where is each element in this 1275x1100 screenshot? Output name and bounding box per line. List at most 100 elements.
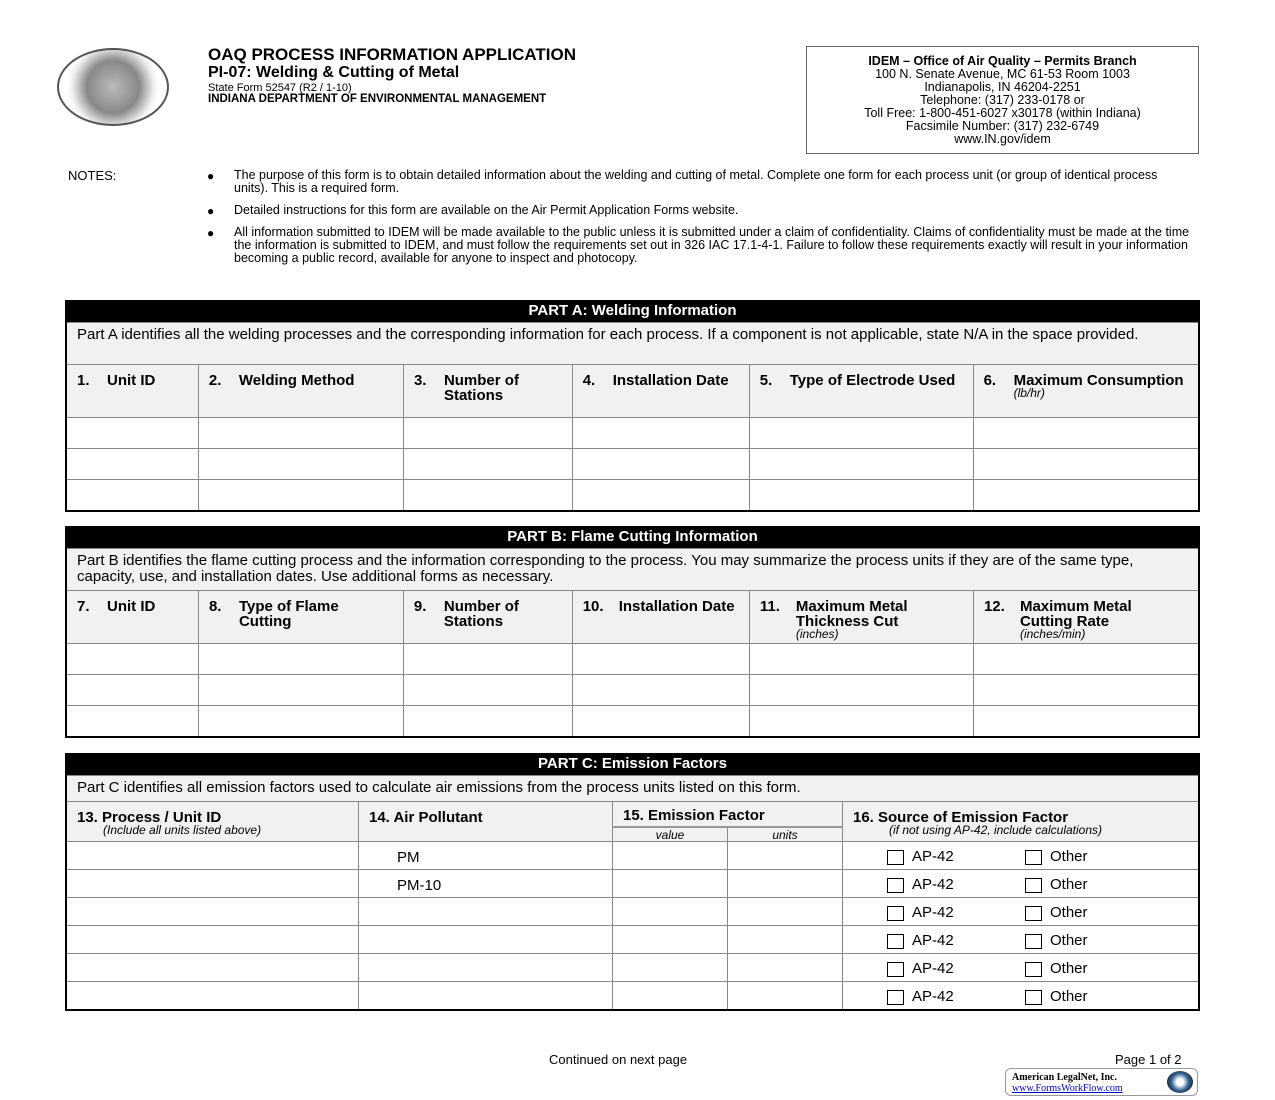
other-checkbox[interactable] <box>1025 849 1042 865</box>
unit-id-cell[interactable] <box>65 981 359 1010</box>
value-cell[interactable] <box>612 925 728 954</box>
input-cell[interactable] <box>972 479 1200 511</box>
input-cell[interactable] <box>402 448 573 480</box>
pollutant-cell[interactable] <box>358 897 613 926</box>
unit-id-cell[interactable] <box>65 869 359 898</box>
value-cell[interactable] <box>612 869 728 898</box>
pollutant-cell[interactable] <box>358 981 613 1010</box>
input-cell[interactable] <box>65 448 199 480</box>
input-cell[interactable] <box>972 674 1200 706</box>
source-cell: AP-42 Other <box>842 953 1200 982</box>
page-number: Page 1 of 2 <box>1115 1052 1182 1067</box>
table-row: AP-42 Other <box>65 981 1200 1010</box>
units-cell[interactable] <box>727 925 843 954</box>
column-header: 9. Number of Stations <box>402 590 573 644</box>
other-label: Other <box>1050 904 1088 921</box>
input-cell[interactable] <box>197 448 404 480</box>
form-number: State Form 52547 (R2 / 1-10) <box>208 82 352 94</box>
unit-id-cell[interactable] <box>65 953 359 982</box>
input-cell[interactable] <box>65 417 199 449</box>
unit-id-cell[interactable] <box>65 897 359 926</box>
other-checkbox[interactable] <box>1025 905 1042 921</box>
value-label: value <box>655 828 685 842</box>
other-label: Other <box>1050 960 1088 977</box>
pollutant-cell[interactable]: PM-10 <box>358 869 613 898</box>
logo-link[interactable]: www.FormsWorkFlow.com <box>1012 1083 1123 1094</box>
ap42-checkbox[interactable] <box>887 849 904 865</box>
input-cell[interactable] <box>197 417 404 449</box>
ap42-checkbox[interactable] <box>887 933 904 949</box>
input-cell[interactable] <box>402 643 573 675</box>
units-cell[interactable] <box>727 897 843 926</box>
input-cell[interactable] <box>571 674 750 706</box>
column-header: 11. Maximum Metal Thickness Cut (inches) <box>748 590 974 644</box>
other-checkbox[interactable] <box>1025 877 1042 893</box>
ap42-checkbox[interactable] <box>887 989 904 1005</box>
input-cell[interactable] <box>748 417 974 449</box>
pollutant-cell[interactable] <box>358 925 613 954</box>
units-cell[interactable] <box>727 841 843 870</box>
input-cell[interactable] <box>402 674 573 706</box>
input-cell[interactable] <box>972 417 1200 449</box>
column-number: 2. <box>208 372 222 389</box>
ap42-label: AP-42 <box>912 960 954 977</box>
input-cell[interactable] <box>748 448 974 480</box>
units-cell[interactable] <box>727 953 843 982</box>
ap42-checkbox[interactable] <box>887 961 904 977</box>
input-cell[interactable] <box>402 479 573 511</box>
other-checkbox[interactable] <box>1025 989 1042 1005</box>
other-checkbox[interactable] <box>1025 961 1042 977</box>
column-header: 13. Process / Unit ID (Include all units … <box>65 801 359 842</box>
input-cell[interactable] <box>571 643 750 675</box>
input-cell[interactable] <box>748 479 974 511</box>
input-cell[interactable] <box>972 643 1200 675</box>
input-cell[interactable] <box>197 479 404 511</box>
source-cell: AP-42 Other <box>842 897 1200 926</box>
unit-id-cell[interactable] <box>65 841 359 870</box>
column-label: Maximum Metal Cutting Rate <box>1019 598 1132 630</box>
input-cell[interactable] <box>65 643 199 675</box>
input-cell[interactable] <box>972 448 1200 480</box>
input-cell[interactable] <box>402 705 573 737</box>
pollutant-cell[interactable] <box>358 953 613 982</box>
units-cell[interactable] <box>727 869 843 898</box>
column-label: Type of Flame Cutting <box>238 598 339 630</box>
input-cell[interactable] <box>748 643 974 675</box>
input-cell[interactable] <box>65 479 199 511</box>
ap42-checkbox[interactable] <box>887 877 904 893</box>
column-header: 4. Installation Date <box>571 364 750 418</box>
other-checkbox[interactable] <box>1025 933 1042 949</box>
value-cell[interactable] <box>612 981 728 1010</box>
column-number: 4. <box>582 372 596 389</box>
address-line: Toll Free: 1-800-451-6027 x30178 (within… <box>864 106 1141 120</box>
column-label: Unit ID <box>107 372 156 389</box>
ap42-checkbox[interactable] <box>887 905 904 921</box>
unit-id-cell[interactable] <box>65 925 359 954</box>
column-header: 10. Installation Date <box>571 590 750 644</box>
input-cell[interactable] <box>65 705 199 737</box>
input-cell[interactable] <box>748 674 974 706</box>
input-cell[interactable] <box>571 705 750 737</box>
input-cell[interactable] <box>65 674 199 706</box>
section-description: Part B identifies the flame cutting proc… <box>65 548 1200 591</box>
value-cell[interactable] <box>612 841 728 870</box>
input-cell[interactable] <box>748 705 974 737</box>
input-cell[interactable] <box>571 448 750 480</box>
column-header: 1. Unit ID <box>65 364 199 418</box>
address-line: Telephone: (317) 233-0178 or <box>920 93 1085 107</box>
pollutant-cell[interactable]: PM <box>358 841 613 870</box>
input-cell[interactable] <box>197 705 404 737</box>
input-cell[interactable] <box>571 417 750 449</box>
value-cell[interactable] <box>612 953 728 982</box>
input-cell[interactable] <box>402 417 573 449</box>
value-cell[interactable] <box>612 897 728 926</box>
table-row <box>65 705 1200 737</box>
input-cell[interactable] <box>571 479 750 511</box>
input-cell[interactable] <box>197 674 404 706</box>
table-row <box>65 448 1200 480</box>
department-name: INDIANA DEPARTMENT OF ENVIRONMENTAL MANA… <box>208 93 547 105</box>
input-cell[interactable] <box>197 643 404 675</box>
input-cell[interactable] <box>972 705 1200 737</box>
units-cell[interactable] <box>727 981 843 1010</box>
